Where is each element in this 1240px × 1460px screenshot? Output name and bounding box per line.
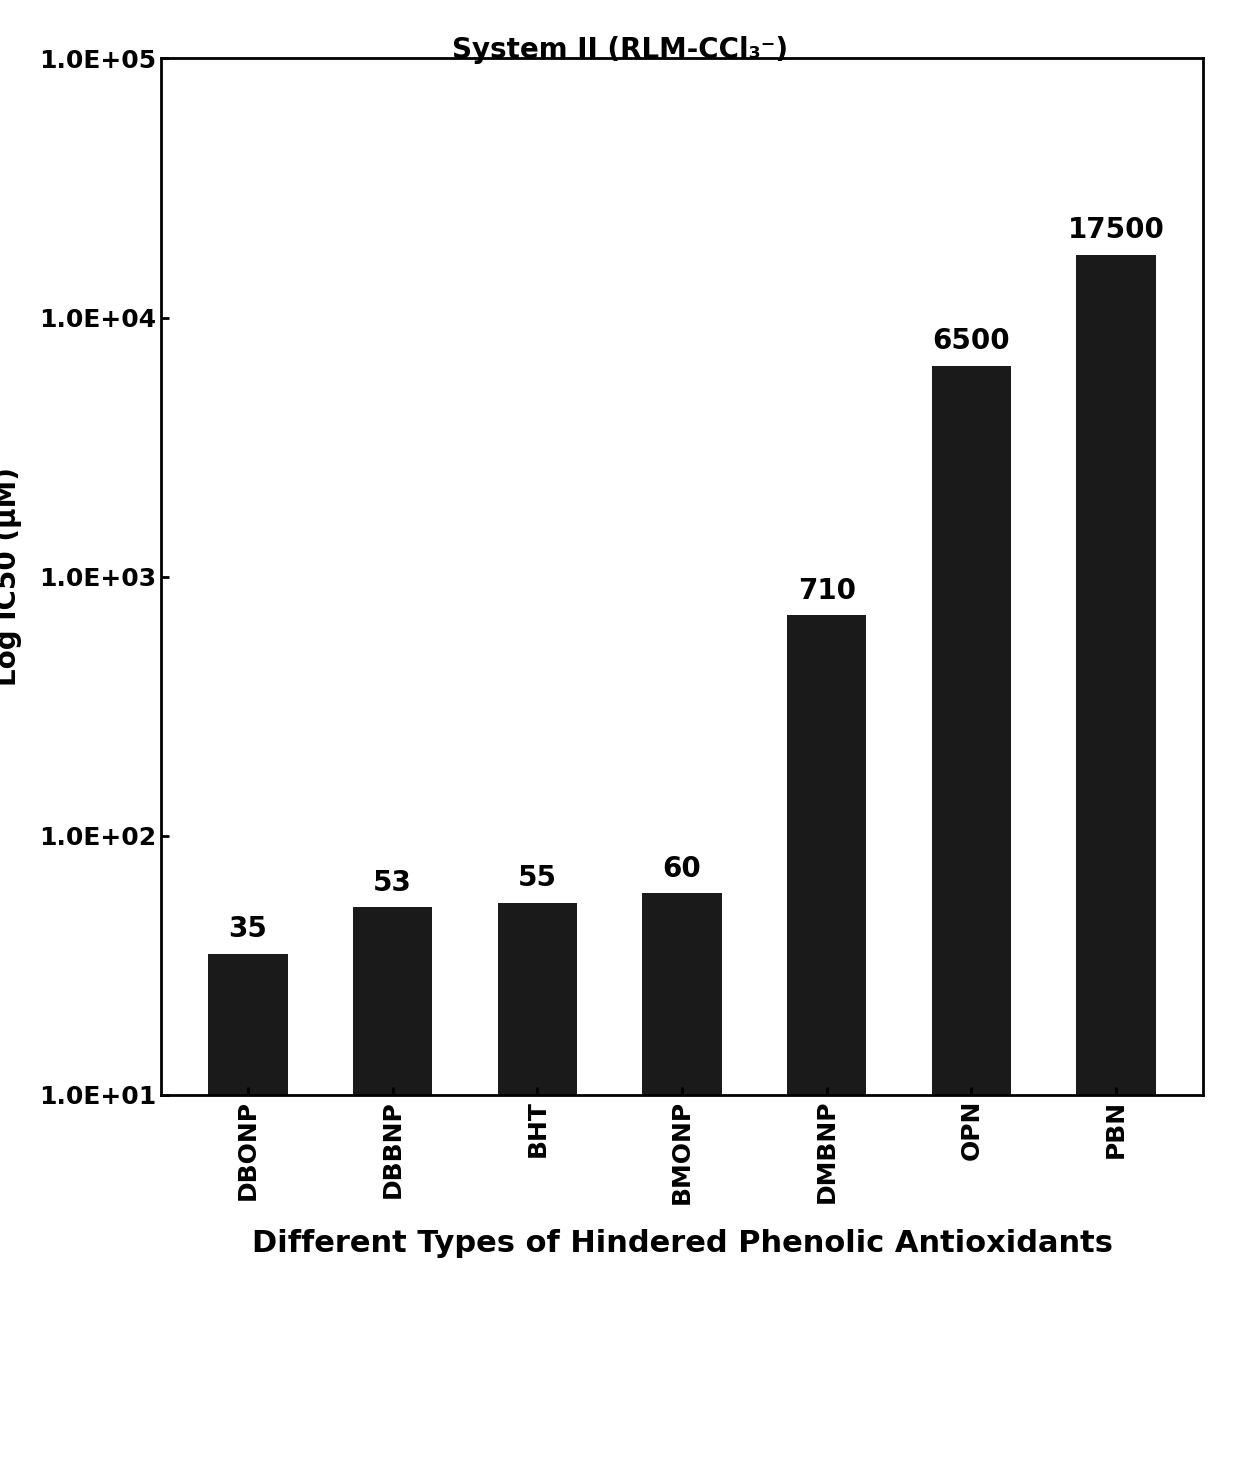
Bar [787,615,867,1460]
Text: 35: 35 [228,915,268,943]
Bar [931,366,1011,1460]
Text: 55: 55 [518,864,557,892]
Text: 17500: 17500 [1068,216,1164,244]
X-axis label: Different Types of Hindered Phenolic Antioxidants: Different Types of Hindered Phenolic Ant… [252,1229,1112,1259]
Bar [353,907,433,1460]
Text: 710: 710 [797,577,856,604]
Bar [1076,254,1156,1460]
Text: System II (RLM-CCl₃⁻): System II (RLM-CCl₃⁻) [451,36,789,64]
Bar [497,904,577,1460]
Text: 60: 60 [662,854,702,883]
Text: 6500: 6500 [932,327,1011,355]
Bar [642,894,722,1460]
Y-axis label: Log IC50 (μM): Log IC50 (μM) [0,467,22,686]
Text: 53: 53 [373,869,412,896]
Bar [208,953,288,1460]
